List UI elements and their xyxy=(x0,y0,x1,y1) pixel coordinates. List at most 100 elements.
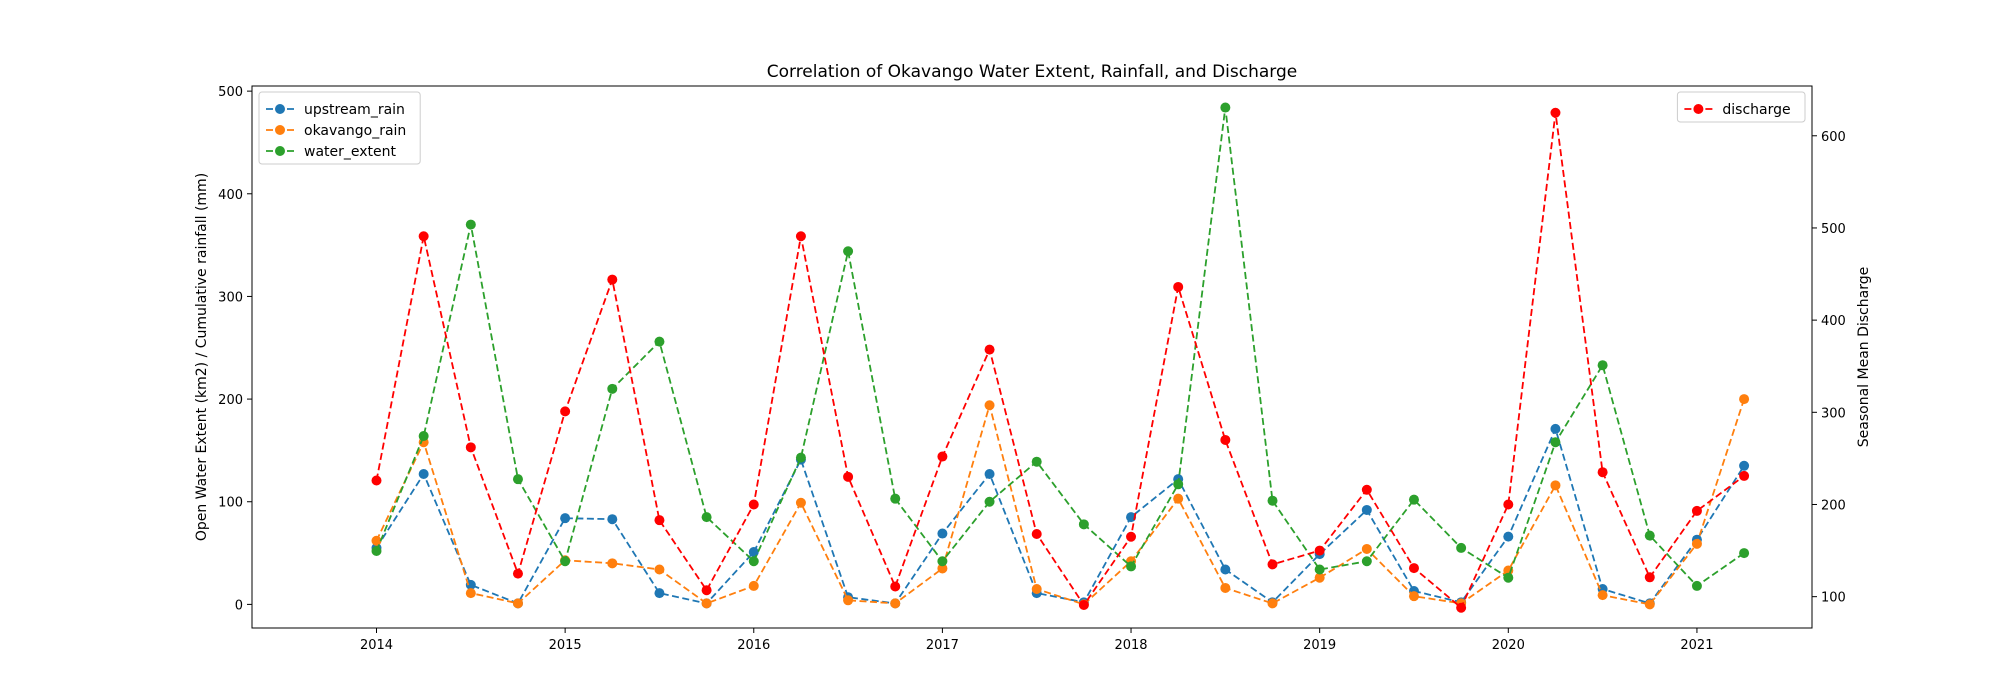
y2-tick-label: 100 xyxy=(1821,591,1846,606)
data-point xyxy=(1408,563,1419,574)
data-point xyxy=(418,231,429,242)
legend-box xyxy=(258,91,421,165)
y2-tick-label: 500 xyxy=(1821,222,1846,237)
data-point xyxy=(748,547,759,558)
data-point xyxy=(1691,580,1702,591)
data-point xyxy=(1644,599,1655,610)
legend-item-upstream-rain: upstream_rain xyxy=(266,102,405,118)
legend-swatch-marker xyxy=(275,125,285,135)
data-point xyxy=(1173,493,1184,504)
data-point xyxy=(465,219,476,230)
data-point xyxy=(701,598,712,609)
data-point xyxy=(1220,582,1231,593)
data-point xyxy=(465,588,476,599)
legend-swatch-marker xyxy=(275,146,285,156)
y2-tick-label: 200 xyxy=(1821,498,1846,513)
data-point xyxy=(890,598,901,609)
data-point xyxy=(1550,480,1561,491)
x-tick-label: 2014 xyxy=(360,638,393,653)
data-point xyxy=(512,598,523,609)
data-point xyxy=(1597,590,1608,601)
x-tick-label: 2015 xyxy=(549,638,582,653)
data-point xyxy=(607,274,618,285)
data-point xyxy=(1220,564,1231,575)
data-point xyxy=(748,580,759,591)
data-point xyxy=(701,585,712,596)
data-point xyxy=(512,568,523,579)
data-point xyxy=(984,344,995,355)
data-point xyxy=(1739,460,1750,471)
data-point xyxy=(1691,505,1702,516)
y2-axis-title: Seasonal Mean Discharge xyxy=(1856,267,1872,447)
data-point xyxy=(984,496,995,507)
data-point xyxy=(607,514,618,525)
data-point xyxy=(843,471,854,482)
data-point xyxy=(1267,495,1278,506)
legend-label: water_extent xyxy=(304,144,397,160)
data-point xyxy=(1267,598,1278,609)
data-point xyxy=(1031,528,1042,539)
data-point xyxy=(371,475,382,486)
data-point xyxy=(1550,423,1561,434)
y2-tick-label: 300 xyxy=(1821,406,1846,421)
data-point xyxy=(1597,467,1608,478)
data-point xyxy=(843,246,854,257)
data-point xyxy=(1597,360,1608,371)
data-point xyxy=(1456,542,1467,553)
legend-right: discharge xyxy=(1676,91,1806,123)
data-point xyxy=(1503,531,1514,542)
data-point xyxy=(1314,564,1325,575)
data-point xyxy=(1126,561,1137,572)
data-point xyxy=(1739,470,1750,481)
series-line xyxy=(375,426,1745,605)
data-point xyxy=(371,546,382,557)
data-point xyxy=(371,535,382,546)
data-point xyxy=(1408,591,1419,602)
data-point xyxy=(1550,437,1561,448)
data-point xyxy=(654,336,665,347)
data-point xyxy=(1408,494,1419,505)
legend-swatch-marker xyxy=(275,104,285,114)
data-point xyxy=(1361,556,1372,567)
data-point xyxy=(1456,602,1467,613)
series-water-extent xyxy=(371,102,1750,591)
data-point xyxy=(890,493,901,504)
series-line xyxy=(375,107,1745,588)
data-point xyxy=(1173,281,1184,292)
y-tick-label: 0 xyxy=(235,598,243,613)
data-point xyxy=(418,431,429,442)
data-point xyxy=(937,528,948,539)
x-tick-label: 2020 xyxy=(1492,638,1525,653)
y-tick-label: 100 xyxy=(218,496,243,511)
data-point xyxy=(418,469,429,480)
data-point xyxy=(1031,456,1042,467)
data-point xyxy=(1314,545,1325,556)
legend-item-discharge: discharge xyxy=(1684,102,1791,118)
plot-area: 2014 2015 2016 2017 2018 2019 2020 2021 0 100 200 3… xyxy=(218,85,1846,653)
data-point xyxy=(1078,519,1089,530)
data-point xyxy=(890,581,901,592)
y-tick-label: 400 xyxy=(218,188,243,203)
data-point xyxy=(654,588,665,599)
data-point xyxy=(701,512,712,523)
x-tick-label: 2021 xyxy=(1680,638,1713,653)
data-point xyxy=(1361,504,1372,515)
data-point xyxy=(1173,479,1184,490)
data-point xyxy=(1644,530,1655,541)
data-point xyxy=(937,563,948,574)
y2-tick-label: 400 xyxy=(1821,314,1846,329)
data-point xyxy=(1503,572,1514,583)
data-point xyxy=(607,383,618,394)
legend-label: okavango_rain xyxy=(304,123,406,139)
data-point xyxy=(984,400,995,411)
data-point xyxy=(795,497,806,508)
y-tick-label: 500 xyxy=(218,85,243,100)
data-point xyxy=(1691,538,1702,549)
legend-box xyxy=(1676,91,1806,123)
data-point xyxy=(560,406,571,417)
data-point xyxy=(937,556,948,567)
legend-left: upstream_rain okavango_rain water_extent xyxy=(258,91,421,165)
legend-label: discharge xyxy=(1722,102,1790,118)
data-point xyxy=(937,451,948,462)
